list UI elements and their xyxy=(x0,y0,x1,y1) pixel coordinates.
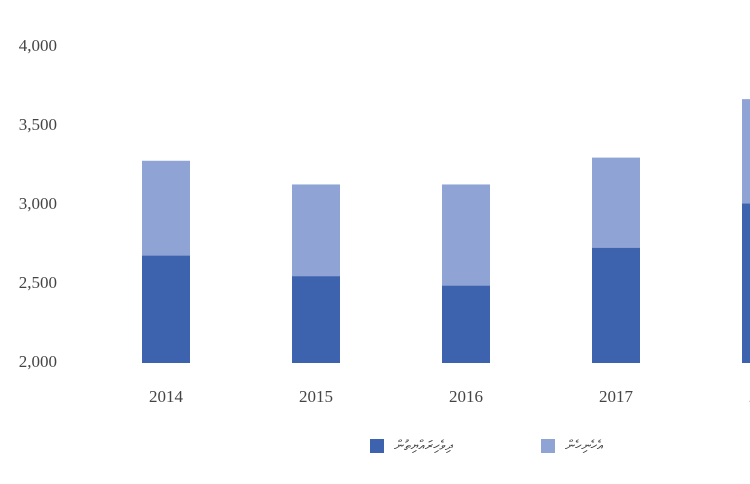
legend-swatch xyxy=(370,439,384,453)
y-tick-label: 2,000 xyxy=(19,352,57,371)
bar-segment xyxy=(142,160,190,256)
bar-segment xyxy=(142,255,190,363)
x-tick-label: 2017 xyxy=(599,387,634,406)
x-tick-label: 2015 xyxy=(299,387,333,406)
bar-segment xyxy=(592,247,640,363)
bar-segment xyxy=(442,285,490,363)
bar-segment xyxy=(292,184,340,277)
legend-label: ދިވެހިރައްޔިތުން xyxy=(394,438,454,454)
x-tick-label: 2016 xyxy=(449,387,483,406)
y-tick-label: 4,000 xyxy=(19,36,57,55)
legend-label: އެހެނިހެން xyxy=(565,438,604,454)
y-tick-label: 2,500 xyxy=(19,273,57,292)
x-tick-label: 2014 xyxy=(149,387,184,406)
y-tick-label: 3,000 xyxy=(19,194,57,213)
bar-segment xyxy=(742,203,750,363)
bar-segment xyxy=(742,99,750,204)
y-tick-label: 3,500 xyxy=(19,115,57,134)
legend-swatch xyxy=(541,439,555,453)
bar-segment xyxy=(592,157,640,248)
bar-segment xyxy=(292,276,340,363)
bar-segment xyxy=(442,184,490,286)
